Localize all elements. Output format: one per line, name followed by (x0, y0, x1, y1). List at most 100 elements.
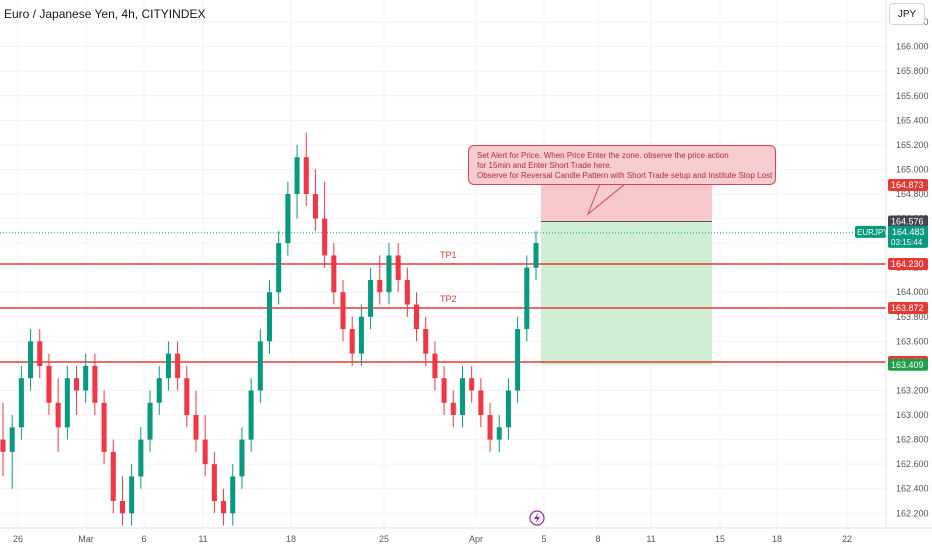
x-tick-label: 11 (198, 534, 207, 544)
candle-body[interactable] (28, 341, 34, 379)
candle-body[interactable] (110, 451, 116, 501)
candle-body[interactable] (73, 378, 80, 391)
candle-body[interactable] (294, 157, 300, 195)
candle-body[interactable] (404, 279, 410, 305)
candle-body[interactable] (496, 427, 502, 440)
y-tick-label: 163.800 (896, 312, 929, 322)
price-tag (888, 258, 928, 270)
callout-line-3: Observe for Reversal Candle Pattern with… (477, 171, 773, 180)
level-164230-tag: TP1 (440, 250, 457, 260)
price-tag-label: 164.576 (891, 217, 924, 227)
lightning-icon[interactable] (529, 510, 545, 526)
y-tick-label: 165.800 (896, 66, 929, 76)
candle-body[interactable] (432, 353, 438, 379)
candle-body[interactable] (459, 378, 466, 416)
candle-body[interactable] (202, 439, 208, 465)
candle-body[interactable] (55, 402, 61, 428)
symbol-badge-label: EURJPY (857, 228, 889, 237)
candle-body[interactable] (156, 378, 162, 403)
candle-body[interactable] (524, 267, 530, 330)
candle-body[interactable] (312, 194, 318, 219)
candle-body[interactable] (18, 378, 24, 428)
candle-body[interactable] (368, 279, 374, 317)
x-tick-label: 26 (13, 534, 23, 544)
candle-body[interactable] (230, 476, 236, 514)
candle-body[interactable] (358, 316, 364, 354)
candle-body[interactable] (9, 427, 15, 452)
symbol-badge[interactable] (855, 225, 886, 238)
candle-body[interactable] (377, 279, 383, 293)
candle-body[interactable] (322, 218, 328, 256)
price-axis[interactable] (886, 0, 932, 550)
price-tag-label: 164.873 (891, 180, 924, 190)
candle-body[interactable] (469, 378, 475, 391)
candle-body[interactable] (441, 378, 447, 403)
alert-note-callout[interactable]: Set Alert for Price. When Price Enter th… (468, 145, 776, 185)
callout-line-2: for 15min and Enter Short Trade here. (477, 161, 612, 170)
candle-body[interactable] (37, 341, 43, 366)
candle-body[interactable] (248, 390, 254, 440)
candle-body[interactable] (239, 439, 245, 477)
candle-body[interactable] (119, 500, 125, 514)
candle-body[interactable] (257, 341, 263, 391)
x-tick-label: 11 (646, 534, 655, 544)
candle-body[interactable] (211, 464, 217, 501)
price-tag (888, 358, 928, 371)
x-tick-label: 5 (541, 534, 546, 544)
candle-body[interactable] (386, 255, 392, 293)
price-tag (888, 301, 928, 314)
candle-body[interactable] (450, 402, 456, 416)
y-tick-label: 162.400 (896, 484, 929, 494)
stop-loss-zone[interactable] (541, 185, 712, 222)
candle-body[interactable] (349, 329, 355, 354)
price-tag (888, 179, 928, 192)
candle-body[interactable] (515, 329, 521, 391)
candle-body[interactable] (285, 194, 291, 244)
last-price-tag (888, 225, 928, 248)
candle-body[interactable] (193, 415, 199, 440)
candle-body[interactable] (101, 402, 107, 452)
x-tick-label: Mar (78, 534, 94, 544)
candle-body[interactable] (533, 243, 539, 268)
price-tag-label: 164.230 (891, 259, 924, 269)
candle-body[interactable] (276, 243, 282, 293)
candle-body[interactable] (221, 500, 227, 514)
candle-body[interactable] (414, 304, 420, 330)
y-tick-label: 165.400 (896, 115, 929, 125)
candle-body[interactable] (395, 255, 401, 280)
candle-body[interactable] (340, 292, 346, 330)
candle-body[interactable] (129, 476, 135, 514)
currency-button[interactable]: JPY (889, 3, 925, 25)
lightning-icon-ring (529, 510, 545, 526)
candle-body[interactable] (331, 255, 337, 293)
candle-body[interactable] (92, 365, 98, 403)
price-tag (888, 215, 928, 228)
candle-body[interactable] (423, 329, 429, 354)
y-tick-label: 163.200 (896, 385, 929, 395)
candle-body[interactable] (505, 390, 511, 428)
candle-body[interactable] (487, 415, 493, 440)
candle-body[interactable] (83, 365, 89, 391)
price-tag-label: 163.409 (891, 360, 924, 370)
candle-body[interactable] (147, 402, 153, 440)
candle-body[interactable] (138, 439, 144, 477)
y-tick-label: 164.000 (896, 287, 929, 297)
bar-countdown-label: 03:15:44 (891, 238, 923, 247)
candle-body[interactable] (0, 439, 6, 452)
candle-body[interactable] (175, 353, 181, 379)
candle-body[interactable] (165, 353, 171, 379)
candle-body[interactable] (478, 390, 484, 416)
y-tick-label: 162.600 (896, 459, 929, 469)
chart-title: Euro / Japanese Yen, 4h, CITYINDEX (4, 7, 206, 21)
y-tick-label: 166.000 (896, 42, 929, 52)
candle-body[interactable] (184, 378, 190, 416)
candle-body[interactable] (266, 292, 273, 342)
x-tick-label: 6 (141, 534, 146, 544)
y-tick-label: 162.200 (896, 508, 929, 518)
candle-body[interactable] (46, 365, 52, 403)
take-profit-zone[interactable] (541, 221, 712, 365)
candle-body[interactable] (303, 157, 309, 195)
candle-body[interactable] (64, 378, 70, 428)
y-tick-label: 165.200 (896, 140, 929, 150)
